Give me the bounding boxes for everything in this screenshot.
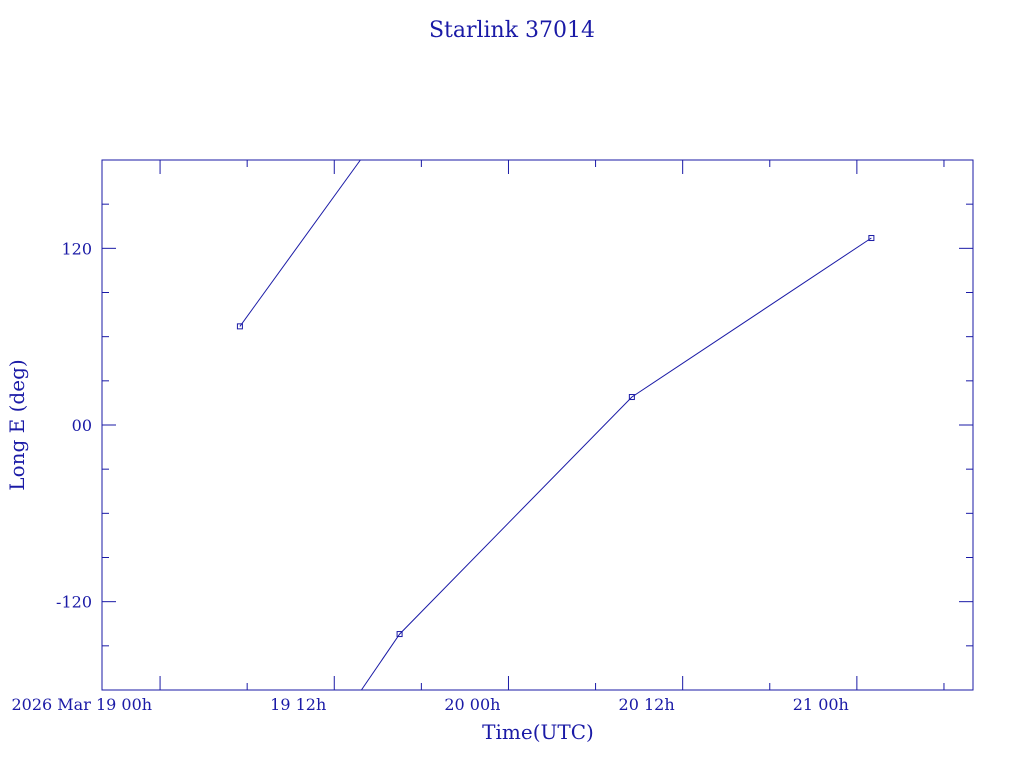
plot-frame: [101, 159, 974, 691]
data-point-marker: [628, 394, 635, 401]
y-axis-label: Long E (deg): [5, 359, 29, 490]
data-point-marker: [868, 235, 875, 242]
series-line-segment: [239, 159, 361, 327]
data-point-marker: [396, 631, 403, 638]
chart-title: Starlink 37014: [429, 18, 595, 43]
x-axis-label: Time(UTC): [482, 720, 594, 744]
y-tick-label: 120: [61, 239, 92, 258]
x-tick-label: 2026 Mar 19 00h: [11, 695, 152, 714]
y-tick-label: -120: [56, 593, 92, 612]
x-tick-label: 20 00h: [444, 695, 500, 714]
series-markers: [236, 235, 875, 638]
x-tick-label: 19 12h: [270, 695, 326, 714]
series-longitude: [239, 159, 872, 691]
y-tick-label: 00: [72, 416, 92, 435]
x-tick-label: 20 12h: [619, 695, 675, 714]
data-point-marker: [236, 323, 243, 330]
x-tick-label: 21 00h: [793, 695, 849, 714]
series-line-segment: [360, 237, 872, 691]
axis-tick-labels: 2026 Mar 19 00h 19 12h 20 00h 20 12h 21 00h 1…: [11, 239, 848, 714]
axis-ticks: [102, 159, 973, 691]
